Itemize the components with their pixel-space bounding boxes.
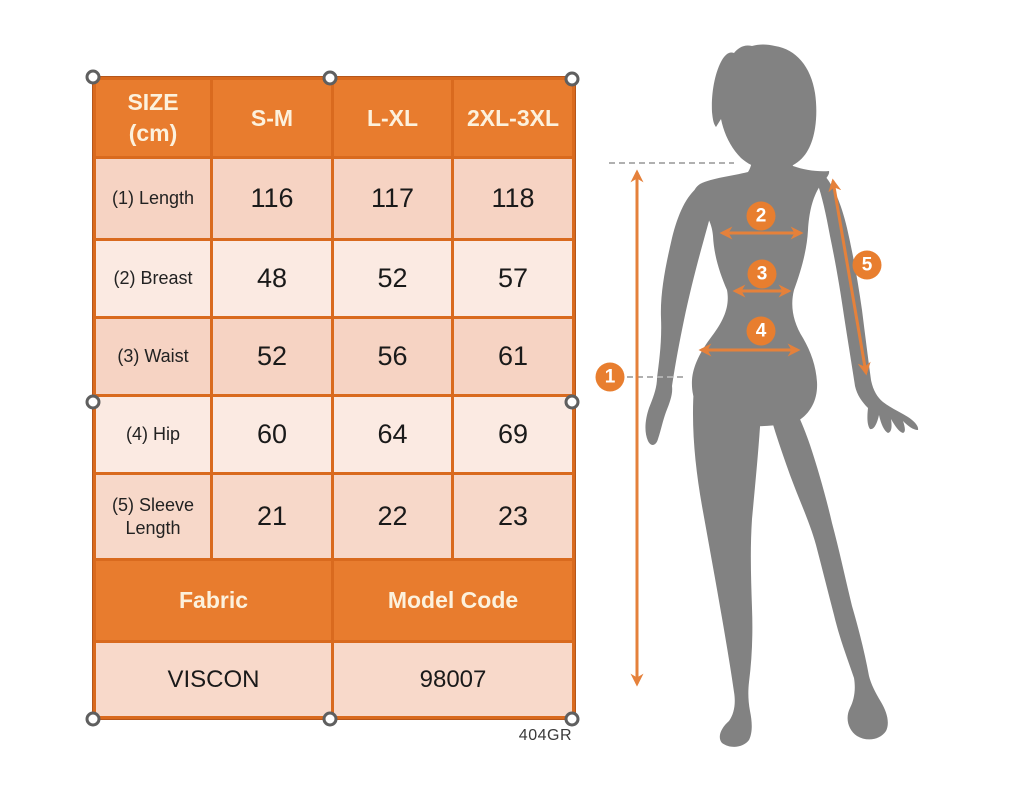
value-cell: 52: [331, 238, 454, 319]
model-footnote-code: 404GR: [518, 727, 572, 744]
measurement-marker-3: 3: [747, 259, 777, 289]
row-label-breast: (2) Breast: [93, 238, 213, 319]
female-silhouette: [645, 44, 919, 747]
resize-handle-bottom-right[interactable]: [564, 711, 580, 727]
fabric-header: Fabric: [93, 558, 334, 643]
silhouette-head: [711, 44, 817, 170]
model-code-header: Model Code: [331, 558, 575, 643]
value-cell: 64: [331, 394, 454, 475]
value-cell: 22: [331, 472, 454, 561]
table-row-waist: (3) Waist 52 56 61: [93, 316, 575, 397]
model-code-value: 98007: [331, 640, 575, 719]
resize-handle-bottom-middle[interactable]: [322, 711, 338, 727]
resize-handle-top-left[interactable]: [85, 69, 101, 85]
table-header-row: SIZE (cm) S-M L-XL 2XL-3XL: [93, 77, 575, 159]
silhouette-right-arm: [817, 174, 919, 433]
fabric-value: VISCON: [93, 640, 334, 719]
measurement-marker-5: 5: [852, 250, 882, 280]
row-label-waist: (3) Waist: [93, 316, 213, 397]
col-header-l-xl: L-XL: [331, 77, 454, 159]
value-cell: 60: [210, 394, 334, 475]
col-header-s-m: S-M: [210, 77, 334, 159]
row-label-sleeve-length: (5) Sleeve Length: [93, 472, 213, 561]
measurement-marker-1: 1: [595, 362, 625, 392]
silhouette-left-arm: [645, 186, 716, 445]
table-row-sleeve-length: (5) Sleeve Length 21 22 23: [93, 472, 575, 561]
measurement-marker-4: 4: [746, 316, 776, 346]
size-chart-table: SIZE (cm) S-M L-XL 2XL-3XL (1) Length 11…: [93, 77, 575, 719]
silhouette-left-leg: [692, 386, 761, 747]
resize-handle-middle-left[interactable]: [85, 394, 101, 410]
value-cell: 116: [210, 156, 334, 241]
table-info-header-row: Fabric Model Code: [93, 558, 575, 643]
row-label-hip: (4) Hip: [93, 394, 213, 475]
value-cell: 48: [210, 238, 334, 319]
col-header-size-cm: SIZE (cm): [93, 77, 213, 159]
value-cell: 69: [451, 394, 575, 475]
col-header-2xl-3xl: 2XL-3XL: [451, 77, 575, 159]
table-info-values-row: VISCON 98007: [93, 640, 575, 719]
measurement-marker-2: 2: [746, 201, 776, 231]
value-cell: 61: [451, 316, 575, 397]
resize-handle-bottom-left[interactable]: [85, 711, 101, 727]
value-cell: 117: [331, 156, 454, 241]
value-cell: 118: [451, 156, 575, 241]
row-label-length: (1) Length: [93, 156, 213, 241]
resize-handle-top-middle[interactable]: [322, 70, 338, 86]
value-cell: 21: [210, 472, 334, 561]
resize-handle-middle-right[interactable]: [564, 394, 580, 410]
value-cell: 56: [331, 316, 454, 397]
table-row-length: (1) Length 116 117 118: [93, 156, 575, 241]
table-row-hip: (4) Hip 60 64 69: [93, 394, 575, 475]
resize-handle-top-right[interactable]: [564, 71, 580, 87]
value-cell: 52: [210, 316, 334, 397]
table-row-breast: (2) Breast 48 52 57: [93, 238, 575, 319]
value-cell: 57: [451, 238, 575, 319]
silhouette-right-leg: [764, 391, 888, 740]
value-cell: 23: [451, 472, 575, 561]
